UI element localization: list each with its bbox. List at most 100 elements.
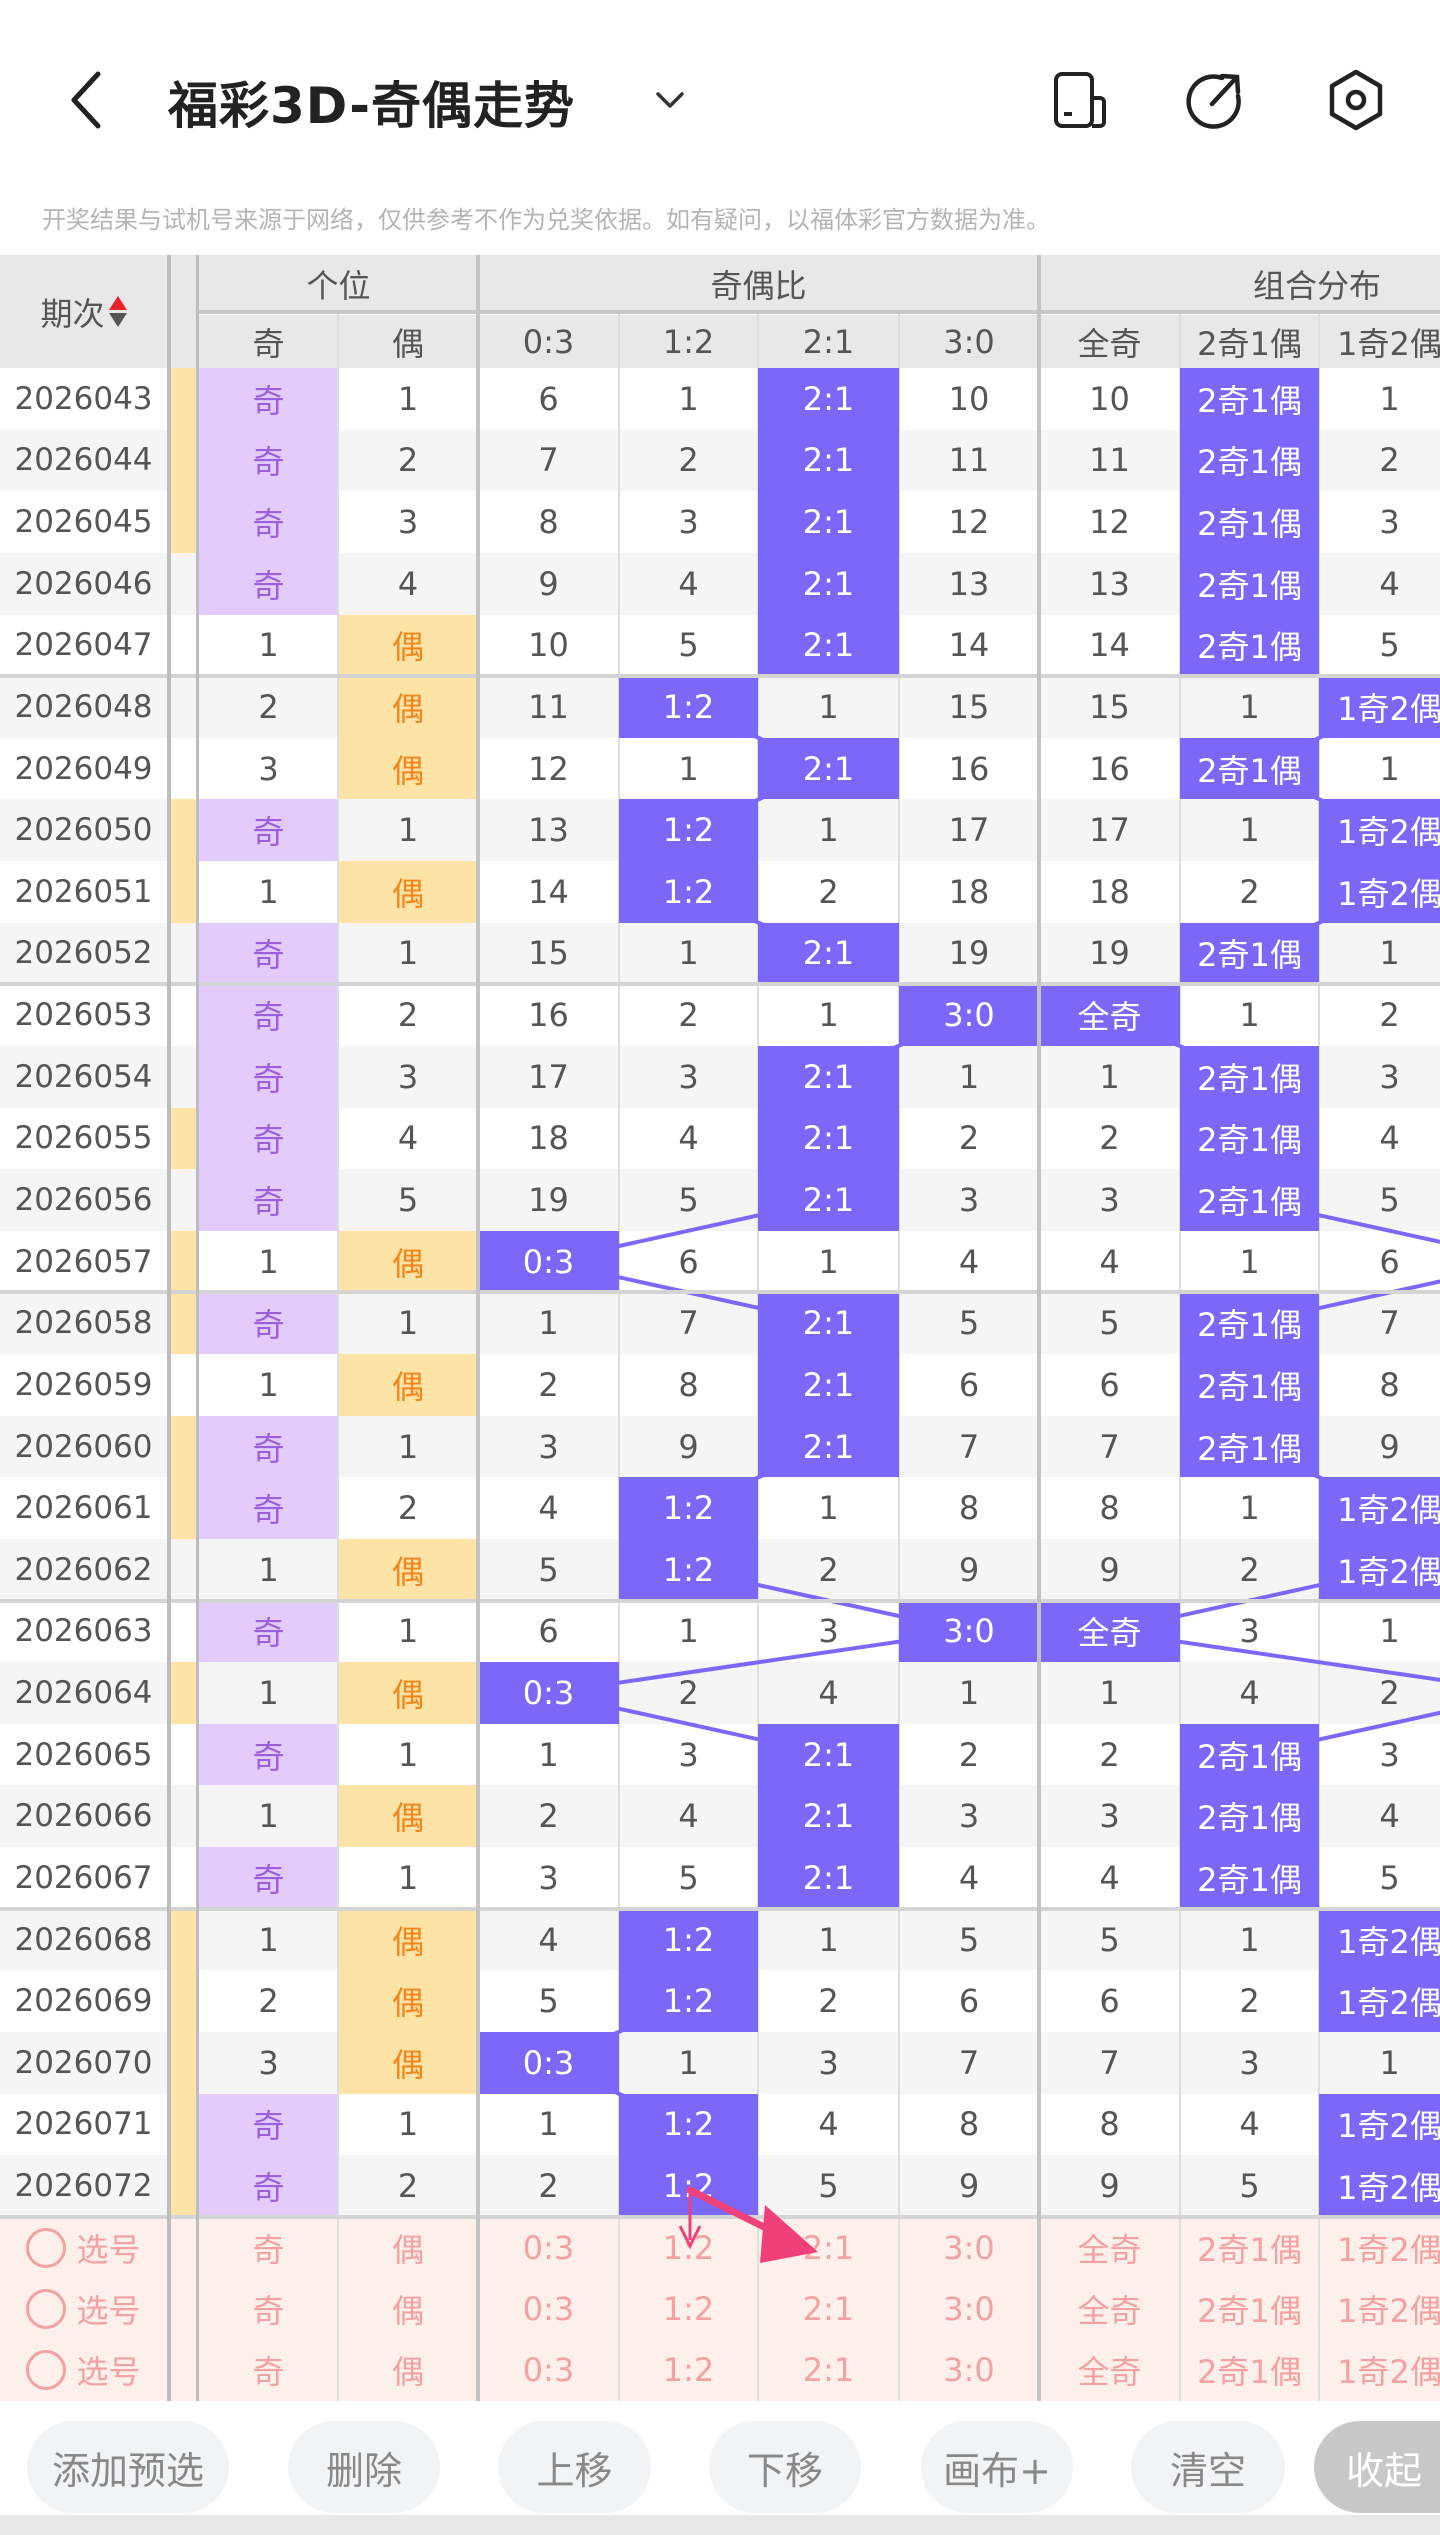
pick-cell[interactable]: 0:3 <box>478 2278 619 2340</box>
pick-cell[interactable]: 全奇 <box>1039 2216 1180 2279</box>
pick-cell[interactable]: 1:2 <box>619 2278 758 2340</box>
column-header: 1奇2偶 <box>1319 315 1440 368</box>
table-cell: 3 <box>758 1600 899 1663</box>
table-cell: 2:1 <box>758 1292 899 1355</box>
pick-cell[interactable]: 2:1 <box>758 2216 899 2279</box>
pick-cell[interactable]: 全奇 <box>1039 2339 1180 2401</box>
table-cell: 4 <box>478 1908 619 1971</box>
miss-strip <box>171 1477 196 1539</box>
column-header: 2:1 <box>758 315 899 368</box>
pick-cell[interactable]: 0:3 <box>478 2216 619 2279</box>
table-cell: 1 <box>758 676 899 738</box>
header-divider <box>199 310 1440 314</box>
column-divider <box>167 255 171 2401</box>
settings-hexagon-icon[interactable] <box>1324 68 1388 132</box>
pick-row-selector[interactable]: 选号 <box>0 2278 167 2340</box>
canvas-plus-button[interactable]: 画布+ <box>921 2421 1073 2513</box>
table-cell: 13 <box>899 552 1039 615</box>
pick-cell[interactable]: 2奇1偶 <box>1180 2216 1319 2279</box>
action-bar: 添加预选 删除 上移 下移 画布+ 清空 收起 <box>0 2401 1440 2515</box>
move-down-button[interactable]: 下移 <box>709 2421 861 2513</box>
radio-circle-icon[interactable] <box>26 2227 67 2268</box>
miss-strip <box>171 1908 196 1971</box>
group-divider <box>0 1598 1440 1603</box>
table-cell: 3 <box>1039 1785 1180 1848</box>
pick-cell[interactable]: 1:2 <box>619 2339 758 2401</box>
clear-button[interactable]: 清空 <box>1131 2421 1285 2513</box>
pick-cell[interactable]: 1:2 <box>619 2216 758 2279</box>
pick-cell[interactable]: 奇 <box>199 2216 338 2279</box>
table-cell: 1 <box>478 2093 619 2156</box>
chevron-down-icon[interactable] <box>650 80 690 120</box>
table-cell: 2 <box>758 1970 899 2032</box>
delete-button[interactable]: 删除 <box>288 2421 440 2513</box>
table-cell: 2 <box>619 1662 758 1724</box>
page-title[interactable]: 福彩3D-奇偶走势 <box>168 77 575 135</box>
pick-cell[interactable]: 3:0 <box>899 2216 1039 2279</box>
period-cell: 2026055 <box>0 1107 167 1170</box>
pick-cell[interactable]: 1奇2偶 <box>1319 2339 1440 2401</box>
table-cell: 1奇2偶 <box>1319 676 1440 738</box>
pick-cell[interactable]: 偶 <box>338 2278 478 2340</box>
miss-strip <box>171 368 196 430</box>
table-cell: 1奇2偶 <box>1319 1970 1440 2032</box>
table-cell: 1:2 <box>619 1538 758 1601</box>
table-cell: 偶 <box>338 1538 478 1601</box>
column-header: 2奇1偶 <box>1180 315 1319 368</box>
miss-strip <box>171 429 196 492</box>
pick-cell[interactable]: 0:3 <box>478 2339 619 2401</box>
table-cell: 1 <box>1180 799 1319 862</box>
miss-strip <box>171 1045 196 1108</box>
table-cell: 1 <box>1319 2032 1440 2094</box>
table-cell: 1奇2偶 <box>1319 1908 1440 1971</box>
sort-icon[interactable] <box>108 296 127 327</box>
miss-strip <box>171 1723 196 1786</box>
pick-cell[interactable]: 3:0 <box>899 2278 1039 2340</box>
add-preselect-button[interactable]: 添加预选 <box>27 2421 229 2513</box>
radio-circle-icon[interactable] <box>26 2350 67 2391</box>
cell-divider <box>337 312 339 2401</box>
table-cell: 5 <box>1039 1292 1180 1355</box>
table-cell: 12 <box>1039 491 1180 553</box>
table-cell: 10 <box>478 614 619 677</box>
period-header[interactable]: 期次 <box>0 255 167 368</box>
share-icon[interactable] <box>1182 68 1246 132</box>
table-cell: 3:0 <box>899 1600 1039 1663</box>
cell-divider <box>1318 312 1320 2401</box>
pick-cell[interactable]: 奇 <box>199 2278 338 2340</box>
table-cell: 奇 <box>199 1847 338 1909</box>
radio-circle-icon[interactable] <box>26 2288 67 2329</box>
table-cell: 2奇1偶 <box>1180 737 1319 800</box>
group-header: 组合分布 <box>1039 255 1440 312</box>
table-cell: 2:1 <box>758 1354 899 1416</box>
table-cell: 1 <box>199 1662 338 1724</box>
period-cell: 2026069 <box>0 1970 167 2032</box>
pick-cell[interactable]: 奇 <box>199 2339 338 2401</box>
pick-cell[interactable]: 偶 <box>338 2339 478 2401</box>
table-cell: 1奇2偶 <box>1319 861 1440 923</box>
table-cell: 2 <box>1039 1723 1180 1786</box>
pick-cell[interactable]: 偶 <box>338 2216 478 2279</box>
pick-cell[interactable]: 2:1 <box>758 2278 899 2340</box>
table-cell: 12 <box>478 737 619 800</box>
pick-cell[interactable]: 1奇2偶 <box>1319 2216 1440 2279</box>
table-cell: 14 <box>899 614 1039 677</box>
pick-row-selector[interactable]: 选号 <box>0 2216 167 2279</box>
table-cell: 1 <box>199 1354 338 1416</box>
collapse-button[interactable]: 收起 <box>1314 2421 1440 2513</box>
pick-cell[interactable]: 2奇1偶 <box>1180 2339 1319 2401</box>
table-cell: 2 <box>1319 984 1440 1046</box>
table-cell: 4 <box>1180 1662 1319 1724</box>
table-cell: 5 <box>619 1169 758 1231</box>
period-cell: 2026067 <box>0 1847 167 1909</box>
pick-cell[interactable]: 3:0 <box>899 2339 1039 2401</box>
table-cell: 1 <box>1180 1230 1319 1293</box>
chevron-left-icon[interactable] <box>60 68 120 132</box>
pick-cell[interactable]: 1奇2偶 <box>1319 2278 1440 2340</box>
move-up-button[interactable]: 上移 <box>498 2421 651 2513</box>
phone-layout-icon[interactable] <box>1048 68 1112 132</box>
pick-cell[interactable]: 2奇1偶 <box>1180 2278 1319 2340</box>
pick-row-selector[interactable]: 选号 <box>0 2339 167 2401</box>
pick-cell[interactable]: 全奇 <box>1039 2278 1180 2340</box>
pick-cell[interactable]: 2:1 <box>758 2339 899 2401</box>
